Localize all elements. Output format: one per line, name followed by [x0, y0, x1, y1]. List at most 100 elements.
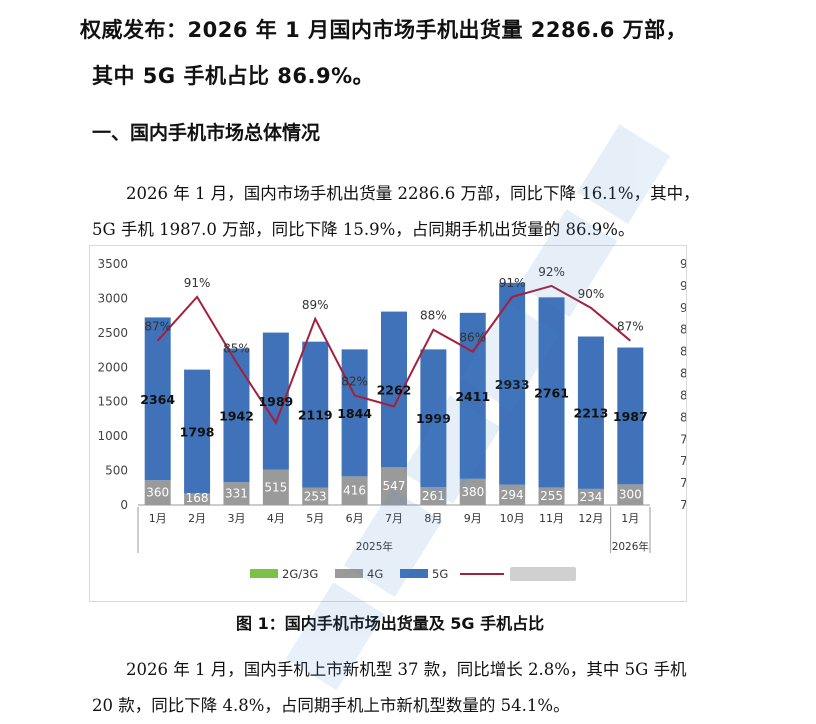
- figure-caption: 图 1：国内手机市场出货量及 5G 手机占比: [236, 614, 545, 633]
- x-tick-label: 11月: [539, 512, 564, 525]
- y-left-tick-label: 1000: [97, 429, 128, 443]
- bar-5g: [538, 297, 565, 488]
- y-right-tick-label: 84%: [680, 367, 686, 381]
- y-left-tick-label: 3000: [97, 291, 128, 305]
- bar-label-5g: 2411: [455, 389, 490, 404]
- x-tick-label: 6月: [346, 512, 364, 525]
- bar-label-5g: 1987: [613, 409, 648, 424]
- bar-label-5g: 2761: [534, 385, 569, 400]
- x-tick-label: 3月: [227, 512, 245, 525]
- share-point-label: 92%: [538, 265, 565, 279]
- y-right-tick-label: 72%: [680, 498, 686, 512]
- y-right-tick-label: 90%: [680, 301, 686, 315]
- share-point-label: 87%: [144, 320, 171, 334]
- y-left-tick-label: 3500: [97, 257, 128, 271]
- bar-4g: [420, 487, 447, 505]
- y-right-tick-label: 94%: [680, 257, 686, 271]
- year-group-label: 2026年: [612, 540, 649, 553]
- legend-swatch: [250, 569, 278, 578]
- bar-label-5g: 2364: [140, 392, 175, 407]
- legend-label: 2G/3G: [282, 567, 318, 581]
- bar-4g: [381, 467, 407, 505]
- bar-label-5g: 1844: [337, 406, 372, 421]
- share-point-label: 87%: [617, 320, 644, 334]
- bar-label-5g: 1999: [416, 411, 451, 426]
- bar-label-4g: 294: [501, 488, 524, 502]
- legend-label: 4G: [367, 567, 383, 581]
- legend-label: 5G: [432, 567, 448, 581]
- bar-label-4g: 416: [343, 484, 366, 498]
- y-right-tick-label: 86%: [680, 345, 686, 359]
- paragraph-1: 2026 年 1 月，国内市场手机出货量 2286.6 万部，同比下降 16.1…: [92, 184, 700, 239]
- bar-label-4g: 255: [540, 489, 563, 503]
- x-tick-label: 1月: [149, 512, 167, 525]
- bar-4g: [262, 469, 289, 505]
- bar-5g: [341, 349, 368, 477]
- bar-label-4g: 515: [264, 480, 287, 494]
- y-right-tick-label: 74%: [680, 476, 686, 490]
- x-tick-label: 2月: [188, 512, 206, 525]
- share-point-label: 88%: [420, 309, 447, 323]
- section-title: 一、国内手机市场总体情况: [92, 122, 321, 144]
- y-left-tick-label: 1500: [97, 395, 128, 409]
- y-left-tick-label: 2500: [97, 326, 128, 340]
- y-right-tick-label: 88%: [680, 323, 686, 337]
- share-point-label: 89%: [302, 298, 329, 312]
- headline-line-2: 其中 5G 手机占比 86.9%。: [92, 64, 375, 88]
- bar-4g: [499, 484, 526, 505]
- bar-4g: [341, 476, 368, 505]
- share-point-label: 91%: [499, 276, 526, 290]
- bar-label-5g: 1942: [219, 408, 254, 423]
- bar-5g: [420, 349, 447, 488]
- y-right-tick-label: 92%: [680, 279, 686, 293]
- legend-swatch: [400, 569, 428, 578]
- y-right-tick-label: 78%: [680, 432, 686, 446]
- bar-5g: [302, 341, 329, 488]
- bar-label-5g: 2933: [495, 377, 530, 392]
- bar-4g: [223, 482, 250, 505]
- x-tick-label: 5月: [306, 512, 324, 525]
- x-tick-label: 4月: [267, 512, 285, 525]
- bar-label-5g: 2262: [377, 382, 412, 397]
- bar-label-4g: 253: [304, 489, 327, 503]
- share-point-label: 82%: [341, 374, 368, 388]
- x-tick-label: 12月: [578, 512, 603, 525]
- x-tick-label: 9月: [464, 512, 482, 525]
- bar-4g: [459, 478, 486, 505]
- legend-swatch: [335, 569, 363, 578]
- y-right-tick-label: 82%: [680, 388, 686, 402]
- bar-5g: [144, 317, 171, 481]
- share-point-label: 86%: [459, 331, 486, 345]
- bar-4g: [617, 484, 644, 505]
- bar-label-4g: 331: [225, 487, 248, 501]
- legend-label-redacted: [510, 567, 576, 581]
- bar-4g: [302, 487, 329, 505]
- bar-label-4g: 261: [422, 489, 445, 503]
- chart-frame: 0 500 1000 1500 2000 2500 3000 3500 72% 74% 76% 78%…: [89, 245, 687, 602]
- bar-5g: [617, 347, 644, 485]
- paragraph-2: 2026 年 1 月，国内手机上市新机型 37 款，同比增长 2.8%，其中 5…: [92, 660, 687, 715]
- headline-line-1: 权威发布：2026 年 1 月国内市场手机出货量 2286.6 万部，: [80, 18, 688, 42]
- bar-5g: [499, 282, 526, 485]
- y-left-tick-label: 500: [105, 464, 128, 478]
- y-left-tick-label: 2000: [97, 360, 128, 374]
- y-left-tick-label: 0: [120, 498, 128, 512]
- bar-label-4g: 547: [383, 479, 406, 493]
- share-point-label: 91%: [184, 276, 211, 290]
- bar-label-5g: 2213: [574, 406, 609, 421]
- bar-label-4g: 300: [619, 488, 642, 502]
- bar-label-5g: 2119: [298, 408, 333, 423]
- bar-label-4g: 380: [461, 485, 484, 499]
- year-group-label: 2025年: [356, 540, 393, 553]
- bar-4g: [538, 487, 565, 505]
- x-tick-label: 1月: [621, 512, 639, 525]
- bar-label-4g: 234: [579, 490, 602, 504]
- bar-label-4g: 360: [146, 486, 169, 500]
- shipment-chart: 0 500 1000 1500 2000 2500 3000 3500 72% 74% 76% 78%…: [97, 257, 686, 581]
- y-right-tick-label: 80%: [680, 410, 686, 424]
- share-5g-line: [156, 284, 631, 426]
- bar-4g: [184, 493, 211, 505]
- share-point-label: 90%: [578, 287, 605, 301]
- share-point-label: 85%: [223, 342, 250, 356]
- bar-label-5g: 1989: [258, 394, 293, 409]
